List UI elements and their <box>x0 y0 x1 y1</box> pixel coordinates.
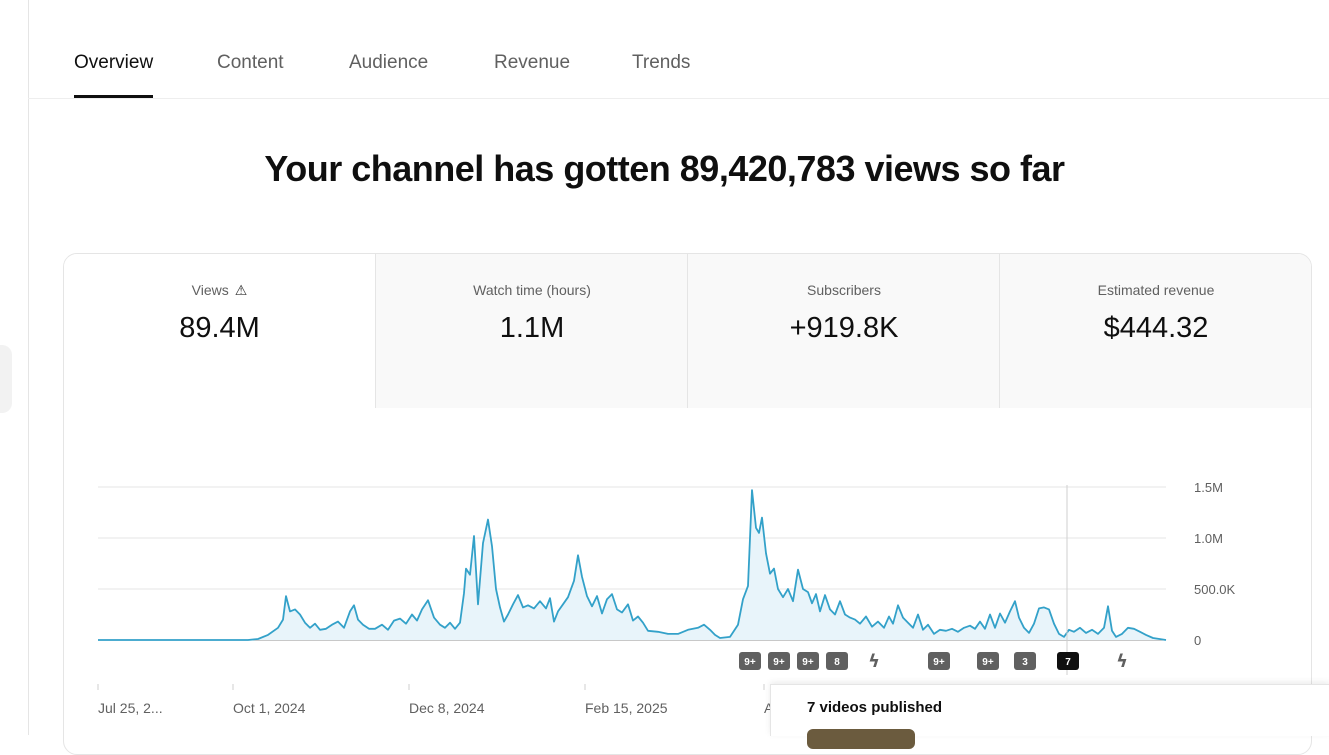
metric-cards: Views ⚠ 89.4M Watch time (hours) 1.1M Sub… <box>64 254 1311 408</box>
video-thumbnail[interactable] <box>807 729 915 749</box>
rail-handle[interactable] <box>0 345 12 413</box>
warning-icon[interactable]: ⚠ <box>234 282 248 298</box>
tab-content[interactable]: Content <box>217 52 284 73</box>
metric-label: Estimated revenue <box>1097 282 1215 298</box>
tab-audience[interactable]: Audience <box>349 52 429 73</box>
metric-card-revenue[interactable]: Estimated revenue $444.32 <box>999 254 1311 408</box>
tab-revenue[interactable]: Revenue <box>494 52 571 73</box>
metric-value: 1.1M <box>499 312 565 344</box>
tab-trends[interactable]: Trends <box>632 52 691 73</box>
metric-value: 89.4M <box>179 312 260 344</box>
metric-label-text: Views <box>191 282 229 298</box>
analytics-tabs: Overview Content Audience Revenue Trends <box>28 0 1329 99</box>
page-headline: Your channel has gotten 89,420,783 views… <box>264 148 1065 189</box>
metric-card-watch-time[interactable]: Watch time (hours) 1.1M <box>375 254 688 408</box>
metric-card-subscribers[interactable]: Subscribers +919.8K <box>687 254 1000 408</box>
metric-label: Watch time (hours) <box>473 282 591 298</box>
popup-title: 7 videos published <box>807 699 943 716</box>
metric-label: Subscribers <box>807 282 881 298</box>
metric-value: $444.32 <box>1103 312 1209 344</box>
videos-published-popup: 7 videos published <box>770 684 1329 749</box>
metric-label: Views ⚠ <box>64 282 375 299</box>
tab-overview[interactable]: Overview <box>74 52 154 98</box>
left-rail <box>0 0 29 735</box>
metric-value: +919.8K <box>789 312 899 344</box>
metric-card-views[interactable]: Views ⚠ 89.4M <box>64 254 375 408</box>
overview-card: Views ⚠ 89.4M Watch time (hours) 1.1M Sub… <box>63 253 1312 755</box>
